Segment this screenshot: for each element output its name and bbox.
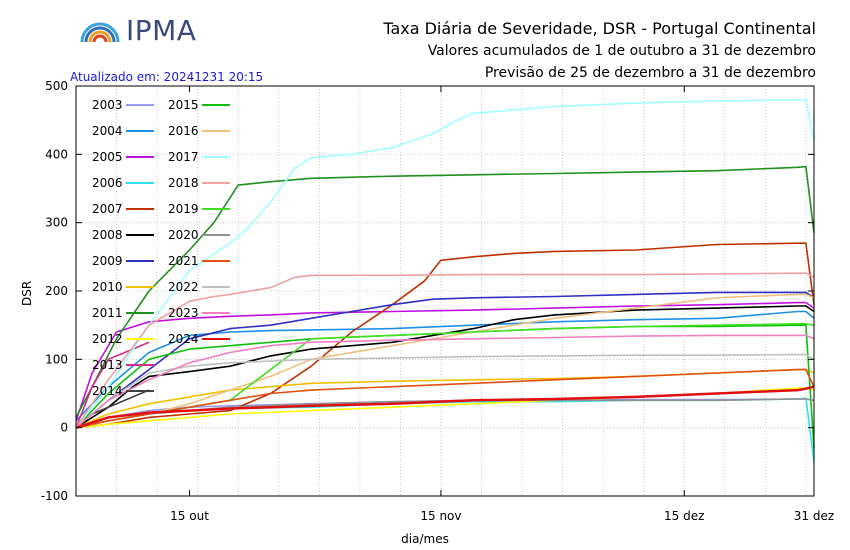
legend-label-2010: 2010 (92, 280, 123, 294)
x-tick-labels: 15 out 15 nov 15 dez 31 dez (170, 509, 834, 523)
series-line-2013 (75, 341, 150, 428)
y-tick-label: 400 (45, 147, 68, 161)
legend-label-2011: 2011 (92, 306, 123, 320)
logo-text: IPMA (126, 14, 197, 47)
logo-rainbow-icon (80, 22, 120, 42)
series-line-2021 (75, 368, 815, 429)
ipma-logo: IPMA (78, 14, 196, 47)
series-line-2012 (75, 387, 815, 429)
series-line-2018 (75, 272, 815, 429)
legend-label-2003: 2003 (92, 98, 123, 112)
x-axis-label: dia/mes (401, 532, 449, 546)
y-tick-label: 500 (45, 79, 68, 93)
plot-frame (75, 85, 815, 497)
legend-label-2019: 2019 (168, 202, 199, 216)
y-axis-label: DSR (20, 280, 34, 306)
series-line-2010 (75, 368, 815, 429)
legend-label-2015: 2015 (168, 98, 199, 112)
series-line-2009 (75, 291, 815, 429)
legend-label-2007: 2007 (92, 202, 123, 216)
legend: 2003 2004 2005 2006 2007 2008 2009 2010 2011 2012… (92, 98, 230, 398)
series-line-2007 (75, 242, 815, 429)
series-line-2011 (75, 165, 815, 418)
plot-border (75, 85, 815, 497)
legend-label-2012: 2012 (92, 332, 123, 346)
series-line-2024 (75, 385, 815, 429)
x-tick-label: 15 nov (420, 509, 461, 523)
legend-label-2018: 2018 (168, 176, 199, 190)
legend-label-2024: 2024 (168, 332, 199, 346)
y-tick-label: 0 (60, 421, 68, 435)
legend-label-2013: 2013 (92, 358, 123, 372)
chart-subtitle-forecast: Previsão de 25 de dezembro a 31 de dezem… (484, 65, 816, 81)
chart-title-block: Taxa Diária de Severidade, DSR - Portuga… (383, 18, 816, 84)
x-tick-label: 15 out (170, 509, 209, 523)
updated-timestamp: Atualizado em: 20241231 20:15 (70, 70, 264, 84)
y-tick-label: 100 (45, 352, 68, 366)
y-tick-label: 300 (45, 216, 68, 230)
legend-label-2017: 2017 (168, 150, 199, 164)
legend-label-2016: 2016 (168, 124, 199, 138)
legend-label-2005: 2005 (92, 150, 123, 164)
series-line-2022 (75, 353, 815, 429)
series-line-2020 (75, 398, 815, 429)
legend-label-2020: 2020 (168, 228, 199, 242)
legend-label-2004: 2004 (92, 124, 123, 138)
legend-label-2022: 2022 (168, 280, 199, 294)
y-tick-label: 200 (45, 284, 68, 298)
series-line-2004 (75, 310, 815, 422)
legend-label-2014: 2014 (92, 384, 123, 398)
series-line-2003 (75, 398, 815, 429)
series-line-2016 (75, 293, 815, 429)
legend-label-2021: 2021 (168, 254, 199, 268)
series-line-2023 (75, 334, 815, 429)
y-tick-label: -100 (41, 489, 68, 503)
series-line-2008 (75, 305, 815, 429)
x-tick-label: 31 dez (794, 509, 834, 523)
chart-title: Taxa Diária de Severidade, DSR - Portuga… (383, 19, 816, 38)
legend-label-2009: 2009 (92, 254, 123, 268)
chart-subtitle-period: Valores acumulados de 1 de outubro a 31 … (427, 43, 816, 59)
x-tick-label: 15 dez (664, 509, 704, 523)
y-tick-labels: -100 0 100 200 300 400 500 (41, 79, 68, 503)
legend-label-2006: 2006 (92, 176, 123, 190)
legend-label-2008: 2008 (92, 228, 123, 242)
legend-label-2023: 2023 (168, 306, 199, 320)
series-lines (75, 98, 815, 462)
